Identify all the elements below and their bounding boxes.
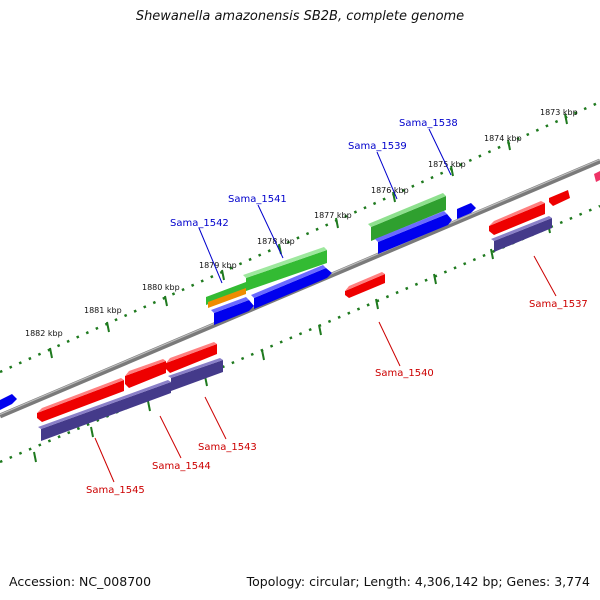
forward-cds-top [211, 297, 249, 313]
gene-label[interactable]: Sama_1543 [198, 442, 257, 453]
ortholog-bar-top [38, 380, 171, 429]
forward-cds[interactable] [378, 214, 452, 254]
outer-major-ticks [49, 113, 568, 359]
gene-label[interactable]: Sama_1542 [170, 218, 229, 229]
ortholog-bar[interactable] [41, 382, 171, 441]
rna-feature-green[interactable] [246, 250, 327, 291]
gene-label[interactable]: Sama_1538 [399, 118, 458, 129]
reverse-cds[interactable] [125, 361, 166, 388]
gene-label[interactable]: Sama_1537 [529, 299, 588, 310]
map-title: Shewanella amazonensis SB2B, complete ge… [135, 9, 465, 24]
reverse-cds-top [37, 378, 124, 413]
reverse-cds-partial[interactable] [594, 171, 600, 182]
gene-label[interactable]: Sama_1545 [86, 485, 145, 496]
scale-label: 1877 kbp [314, 211, 352, 220]
rna-feature-green-top [243, 247, 327, 278]
forward-cds-top [375, 211, 447, 242]
gene-label[interactable]: Sama_1541 [228, 194, 287, 205]
ortholog-bar[interactable] [494, 218, 552, 252]
ortholog-bar[interactable] [171, 360, 223, 391]
gene-label[interactable]: Sama_1539 [348, 141, 407, 152]
genome-stats-text: Topology: circular; Length: 4,306,142 bp… [246, 574, 590, 589]
reverse-cds[interactable] [345, 274, 385, 298]
reverse-cds[interactable] [37, 380, 124, 422]
scale-label: 1875 kbp [428, 160, 466, 169]
forward-cds[interactable] [214, 300, 254, 325]
inner-scale-track [0, 204, 600, 464]
scale-label: 1876 kbp [371, 186, 409, 195]
ortholog-bar-top [491, 216, 552, 241]
scale-label: 1879 kbp [199, 261, 237, 270]
forward-cds-top [251, 265, 326, 298]
ortholog-bar-top [168, 358, 223, 378]
reverse-cds[interactable] [549, 190, 570, 206]
gene-label[interactable]: Sama_1544 [152, 461, 211, 472]
scale-label: 1882 kbp [25, 329, 63, 338]
forward-cds[interactable] [254, 268, 332, 309]
outer-scale-track [0, 100, 600, 374]
label-leaders-reverse [94, 255, 557, 483]
gene-label[interactable]: Sama_1540 [375, 368, 434, 379]
reverse-cds-top [489, 201, 545, 226]
rna-feature-green[interactable] [371, 196, 446, 241]
rna-feature-orange[interactable] [208, 288, 246, 308]
accession-text: Accession: NC_008700 [9, 574, 152, 589]
reverse-cds-top [166, 342, 217, 363]
forward-cds[interactable] [457, 203, 476, 219]
scale-label: 1873 kbp [540, 108, 578, 117]
scale-label: 1874 kbp [484, 134, 522, 143]
forward-cds[interactable] [0, 394, 17, 410]
label-leaders-forward [198, 128, 452, 284]
scale-label: 1880 kbp [142, 283, 180, 292]
reverse-cds-top [345, 272, 385, 291]
reverse-cds-top [125, 359, 166, 376]
rna-feature-green-top [368, 193, 446, 227]
scale-label: 1878 kbp [257, 237, 295, 246]
reverse-cds[interactable] [166, 344, 217, 373]
reverse-cds[interactable] [489, 203, 545, 235]
scale-label: 1881 kbp [84, 306, 122, 315]
